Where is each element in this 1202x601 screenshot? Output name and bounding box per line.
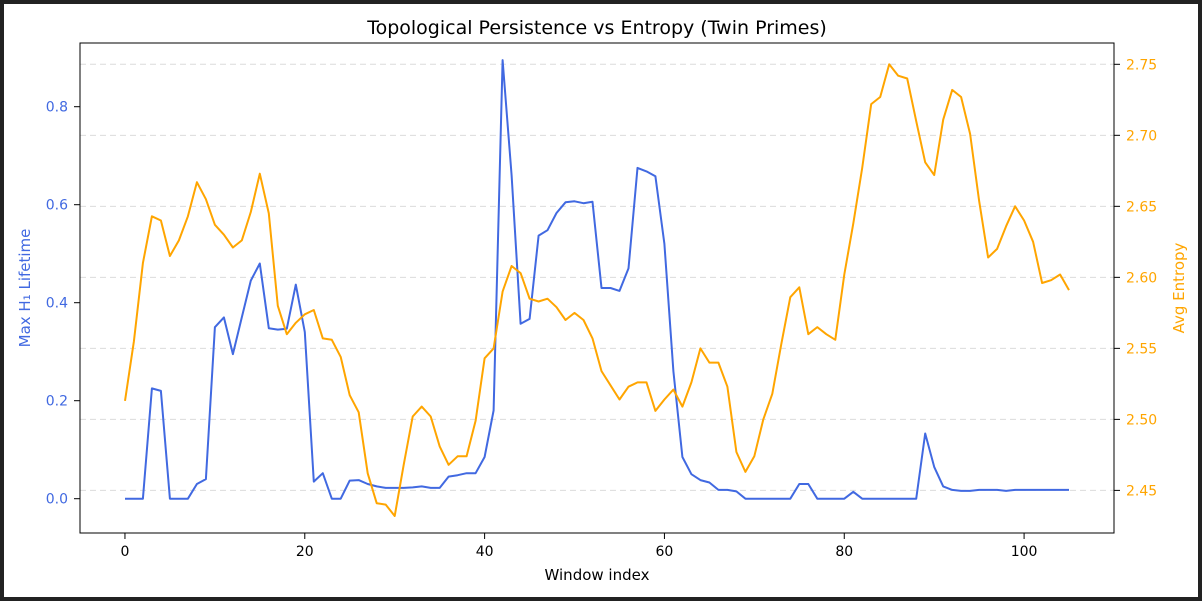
y-axis-right: 2.45 2.50 2.55 2.60 2.65 2.70 2.75 [1114, 57, 1157, 499]
x-axis: 0 20 40 60 80 100 [120, 533, 1037, 560]
grid-lines [80, 63, 1114, 491]
y-right-tick-label: 2.55 [1126, 341, 1157, 357]
y-left-tick-label: 0.8 [46, 100, 68, 116]
lifetime-series-line [125, 59, 1069, 500]
x-tick-label: 60 [656, 544, 674, 560]
y-right-tick-label: 2.75 [1126, 57, 1157, 73]
y-axis-right-label: Avg Entropy [1170, 242, 1188, 333]
y-right-tick-label: 2.65 [1126, 199, 1157, 215]
x-tick-label: 100 [1011, 544, 1038, 560]
y-axis-left-label: Max H₁ Lifetime [16, 229, 34, 348]
y-right-tick-label: 2.70 [1126, 128, 1157, 144]
x-tick-label: 80 [835, 544, 853, 560]
y-left-tick-label: 0.6 [46, 198, 68, 214]
y-left-tick-label: 0.2 [46, 394, 68, 410]
y-right-tick-label: 2.60 [1126, 270, 1157, 286]
entropy-series-line [124, 63, 1070, 517]
chart-frame [4, 4, 1198, 597]
plot-area-frame [79, 42, 1115, 534]
x-tick-label: 20 [296, 544, 314, 560]
series-layer [124, 59, 1070, 517]
y-axis-left: 0.0 0.2 0.4 0.6 0.8 [46, 100, 80, 508]
y-right-tick-label: 2.45 [1126, 483, 1157, 499]
y-left-tick-label: 0.0 [46, 492, 68, 508]
x-axis-label: Window index [545, 566, 650, 584]
x-tick-label: 40 [476, 544, 494, 560]
y-right-tick-label: 2.50 [1126, 412, 1157, 428]
chart-title: Topological Persistence vs Entropy (Twin… [366, 17, 827, 39]
y-left-tick-label: 0.4 [46, 296, 68, 312]
x-tick-label: 0 [120, 544, 129, 560]
